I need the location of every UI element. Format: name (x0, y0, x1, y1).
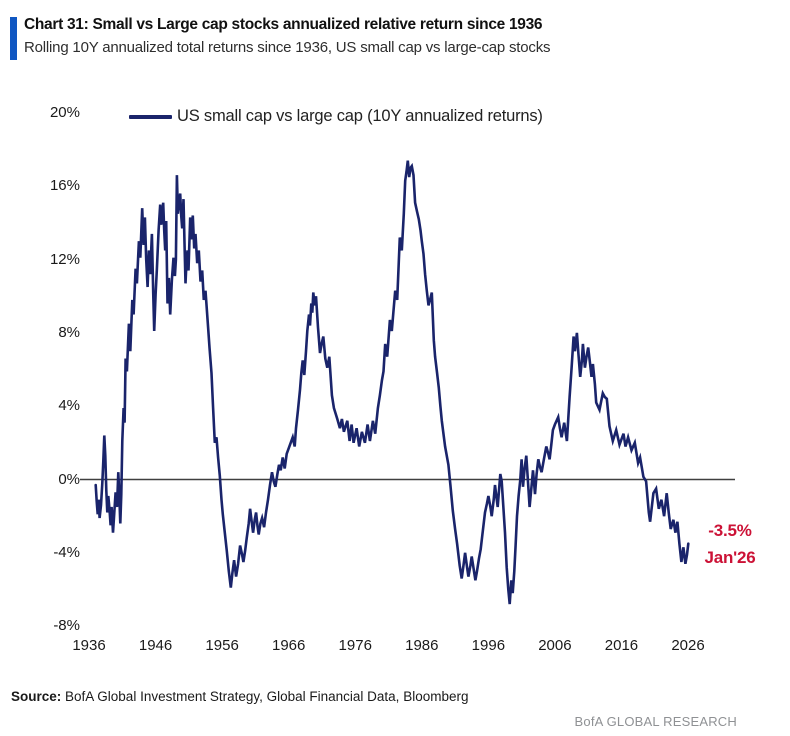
annotation-value: -3.5% (708, 521, 752, 540)
title-accent-bar (10, 17, 17, 60)
source-line: Source: BofA Global Investment Strategy,… (11, 689, 468, 704)
x-tick-label: 1936 (72, 637, 106, 654)
x-tick-label: 1966 (271, 637, 306, 654)
y-tick-label: 16% (49, 177, 80, 195)
y-tick-label: 8% (58, 323, 80, 341)
x-tick-label: 1956 (205, 637, 239, 654)
y-tick-label: 12% (49, 250, 80, 268)
y-tick-label: 20% (49, 103, 80, 121)
y-tick-label: 0% (58, 470, 80, 488)
x-tick-label: 1976 (338, 637, 372, 654)
y-tick-label: 4% (58, 397, 80, 415)
legend-line-sample (129, 114, 172, 119)
relative-return-line (94, 160, 690, 605)
source-text: BofA Global Investment Strategy, Global … (61, 689, 469, 704)
y-tick-label: -8% (53, 617, 80, 635)
x-tick-label: 1996 (471, 637, 506, 654)
x-tick-label: 1946 (138, 637, 173, 654)
chart-subtitle: Rolling 10Y annualized total returns sin… (24, 39, 551, 56)
chart-title: Chart 31: Small vs Large cap stocks annu… (24, 16, 543, 33)
x-tick-label: 2016 (604, 637, 639, 654)
latest-value-annotation: -3.5% Jan'26 (698, 517, 762, 571)
x-tick-label: 1986 (405, 637, 439, 654)
legend-label: US small cap vs large cap (10Y annualize… (177, 107, 543, 125)
source-label: Source: (11, 689, 62, 704)
annotation-date: Jan'26 (704, 548, 756, 567)
x-tick-label: 2006 (538, 637, 572, 654)
chart-legend: US small cap vs large cap (10Y annualize… (129, 107, 543, 126)
y-tick-label: -4% (53, 543, 80, 561)
brand-mark: BofA GLOBAL RESEARCH (574, 714, 737, 729)
x-tick-label: 2026 (671, 637, 705, 654)
